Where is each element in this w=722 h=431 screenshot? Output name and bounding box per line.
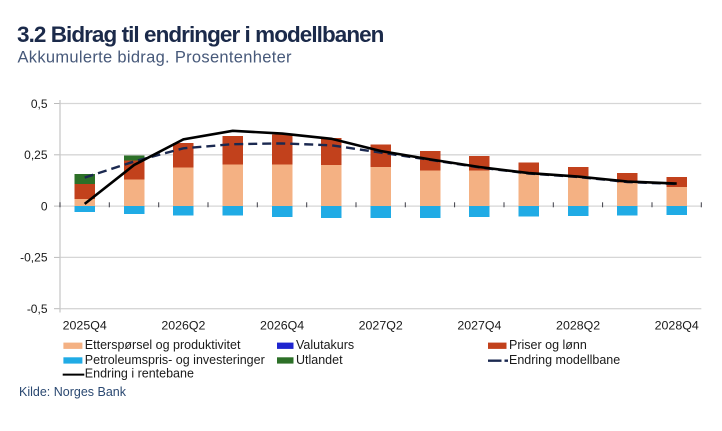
svg-text:2028Q4: 2028Q4	[655, 319, 699, 333]
svg-text:3.2 Bidrag til endringer i mod: 3.2 Bidrag til endringer i modellbanen	[17, 22, 384, 47]
svg-text:2025Q4: 2025Q4	[63, 319, 107, 333]
svg-text:0,25: 0,25	[24, 148, 48, 162]
svg-text:Akkumulerte bidrag. Prosentenh: Akkumulerte bidrag. Prosentenheter	[18, 49, 293, 67]
svg-text:2026Q4: 2026Q4	[260, 319, 304, 333]
svg-text:Valutakurs: Valutakurs	[296, 338, 354, 352]
svg-text:2026Q2: 2026Q2	[161, 319, 205, 333]
svg-text:0,5: 0,5	[31, 97, 48, 111]
svg-text:2028Q2: 2028Q2	[556, 319, 600, 333]
svg-text:2027Q4: 2027Q4	[457, 319, 501, 333]
svg-text:Endring i rentebane: Endring i rentebane	[85, 367, 194, 381]
svg-text:0: 0	[41, 199, 48, 213]
svg-text:Endring modellbane: Endring modellbane	[509, 353, 620, 367]
svg-text:-0,25: -0,25	[20, 251, 48, 265]
svg-text:-0,5: -0,5	[27, 302, 48, 316]
svg-text:2027Q2: 2027Q2	[359, 319, 403, 333]
svg-text:Petroleumspris- og investering: Petroleumspris- og investeringer	[85, 353, 265, 367]
svg-text:Utlandet: Utlandet	[296, 353, 343, 367]
svg-text:Priser og lønn: Priser og lønn	[509, 338, 587, 352]
svg-text:Etterspørsel og produktivitet: Etterspørsel og produktivitet	[85, 338, 241, 352]
svg-text:Kilde: Norges Bank: Kilde: Norges Bank	[19, 385, 127, 399]
